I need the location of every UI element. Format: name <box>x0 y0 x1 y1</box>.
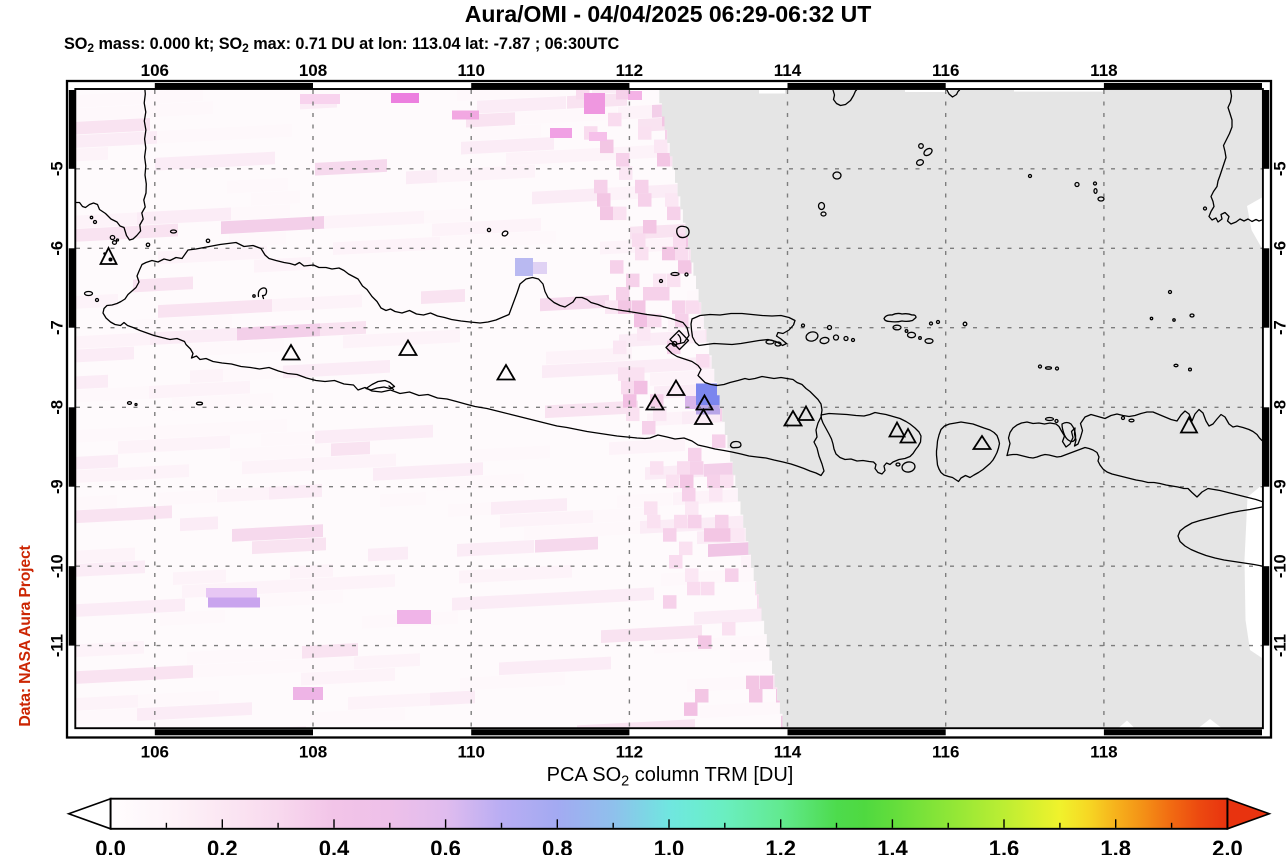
svg-text:-11: -11 <box>1271 634 1288 657</box>
svg-text:116: 116 <box>932 743 959 762</box>
svg-text:-9: -9 <box>48 479 66 494</box>
svg-text:116: 116 <box>932 61 959 80</box>
svg-text:106: 106 <box>141 61 169 80</box>
svg-text:0.8: 0.8 <box>542 836 573 855</box>
svg-text:Aura/OMI - 04/04/2025 06:29-06: Aura/OMI - 04/04/2025 06:29-06:32 UT <box>465 1 872 27</box>
svg-text:1.4: 1.4 <box>877 836 908 855</box>
svg-text:-6: -6 <box>48 241 66 256</box>
svg-text:106: 106 <box>141 743 169 762</box>
svg-text:0.2: 0.2 <box>207 836 238 855</box>
svg-text:-10: -10 <box>48 554 66 578</box>
svg-text:112: 112 <box>616 61 643 80</box>
svg-text:PCA SO2 column TRM [DU]: PCA SO2 column TRM [DU] <box>547 764 794 790</box>
svg-text:114: 114 <box>774 743 802 762</box>
svg-text:-8: -8 <box>1271 400 1288 415</box>
svg-text:-7: -7 <box>1271 320 1288 335</box>
svg-text:118: 118 <box>1090 61 1117 80</box>
svg-text:-5: -5 <box>1271 161 1288 176</box>
svg-text:SO2 mass: 0.000 kt; SO2 max: 0: SO2 mass: 0.000 kt; SO2 max: 0.71 DU at … <box>64 35 620 55</box>
svg-text:0.4: 0.4 <box>319 836 350 855</box>
svg-text:Data: NASA Aura Project: Data: NASA Aura Project <box>17 544 34 726</box>
svg-text:-6: -6 <box>1271 241 1288 256</box>
svg-text:-5: -5 <box>48 161 66 176</box>
svg-text:0.6: 0.6 <box>430 836 461 855</box>
svg-text:1.2: 1.2 <box>765 836 796 855</box>
svg-text:1.8: 1.8 <box>1100 836 1131 855</box>
svg-text:-10: -10 <box>1271 554 1288 578</box>
svg-text:-8: -8 <box>48 400 66 415</box>
svg-text:-9: -9 <box>1271 479 1288 494</box>
svg-text:2.0: 2.0 <box>1212 836 1243 855</box>
svg-text:-7: -7 <box>48 320 66 335</box>
svg-text:118: 118 <box>1090 743 1117 762</box>
svg-text:110: 110 <box>457 61 484 80</box>
svg-text:0.0: 0.0 <box>95 836 126 855</box>
svg-text:108: 108 <box>299 743 327 762</box>
svg-text:-11: -11 <box>48 634 66 657</box>
svg-text:1.6: 1.6 <box>989 836 1020 855</box>
svg-text:1.0: 1.0 <box>654 836 685 855</box>
svg-text:108: 108 <box>299 61 327 80</box>
svg-text:112: 112 <box>616 743 643 762</box>
svg-text:110: 110 <box>457 743 484 762</box>
svg-text:114: 114 <box>774 61 802 80</box>
